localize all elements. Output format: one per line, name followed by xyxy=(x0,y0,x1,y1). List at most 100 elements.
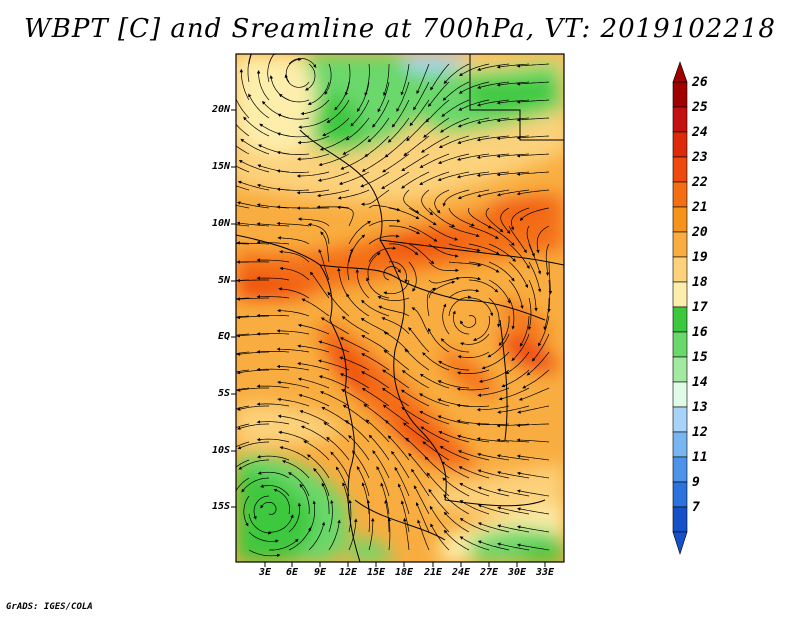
streamline xyxy=(321,482,330,515)
streamline xyxy=(236,369,250,373)
streamline xyxy=(368,234,400,245)
lat-label-eq: EQ xyxy=(217,331,230,342)
streamline xyxy=(496,81,530,87)
streamline xyxy=(516,438,550,443)
streamline xyxy=(441,461,470,479)
colorbar-label: 25 xyxy=(692,100,708,115)
map-frame xyxy=(235,53,565,563)
streamline xyxy=(276,169,310,173)
streamline xyxy=(496,470,530,479)
streamline xyxy=(336,205,354,227)
streamline xyxy=(543,298,550,331)
streamline xyxy=(430,523,450,551)
streamline xyxy=(476,437,510,443)
streamline xyxy=(443,63,470,84)
streamline xyxy=(528,279,538,312)
streamline xyxy=(381,317,410,335)
streamline xyxy=(422,352,450,371)
streamline xyxy=(282,460,310,479)
streamline xyxy=(538,315,550,347)
streamline xyxy=(516,153,550,158)
streamline xyxy=(505,351,530,375)
streamline xyxy=(368,246,397,263)
streamline xyxy=(413,485,430,515)
lat-label-15s: 15S xyxy=(211,501,230,512)
streamline xyxy=(496,63,530,69)
streamline xyxy=(442,303,450,335)
streamline xyxy=(437,153,470,164)
streamline xyxy=(481,351,510,370)
streamline xyxy=(409,99,430,127)
lat-label-10s: 10S xyxy=(211,445,230,456)
streamline xyxy=(298,393,330,407)
streamline xyxy=(236,165,250,173)
streamline xyxy=(401,171,430,189)
streamline xyxy=(236,145,250,155)
streamline xyxy=(348,220,372,245)
streamline xyxy=(477,469,510,479)
streamline xyxy=(348,435,370,461)
streamline xyxy=(508,279,524,310)
colorbar-segment xyxy=(672,456,688,483)
streamline xyxy=(238,459,269,470)
streamline xyxy=(476,117,510,124)
streamline xyxy=(367,117,390,143)
lon-label-30e: 30E xyxy=(507,567,527,578)
streamline xyxy=(477,63,510,72)
streamline xyxy=(279,266,310,281)
streamline xyxy=(307,81,330,106)
streamline xyxy=(368,205,401,212)
lon-label-24e: 24E xyxy=(451,567,471,578)
streamline xyxy=(457,135,490,145)
streamline xyxy=(356,81,370,112)
streamline xyxy=(236,423,250,428)
streamline xyxy=(236,205,250,209)
colorbar-label: 16 xyxy=(692,325,708,340)
streamline xyxy=(477,189,510,198)
streamline xyxy=(324,63,332,95)
colorbar-label: 24 xyxy=(692,125,708,140)
streamline xyxy=(277,308,310,317)
streamline xyxy=(408,327,430,353)
streamline xyxy=(356,465,370,497)
streamline xyxy=(526,225,535,257)
streamline xyxy=(430,63,450,91)
streamline xyxy=(516,99,550,104)
streamline xyxy=(236,333,269,338)
streamline xyxy=(341,316,370,335)
streamline xyxy=(400,389,430,407)
streamline xyxy=(516,171,550,176)
colorbar-segment xyxy=(672,481,688,508)
streamline xyxy=(368,434,390,461)
streamline xyxy=(348,518,358,551)
streamline xyxy=(477,486,510,497)
streamline xyxy=(458,466,490,479)
streamline xyxy=(428,207,456,227)
streamline xyxy=(236,315,269,320)
streamline xyxy=(366,499,371,533)
streamline xyxy=(403,517,410,551)
streamline xyxy=(256,437,290,443)
streamline xyxy=(243,116,270,137)
streamline xyxy=(277,113,310,120)
colorbar-label: 21 xyxy=(692,200,708,215)
streamline xyxy=(318,340,350,353)
streamline xyxy=(511,333,530,361)
streamline xyxy=(476,422,510,427)
streamline xyxy=(498,387,530,401)
streamline xyxy=(376,466,390,497)
streamline xyxy=(276,364,310,371)
streamline xyxy=(360,317,390,335)
streamline xyxy=(367,252,381,281)
streamline xyxy=(427,81,450,107)
streamline xyxy=(476,171,510,177)
streamline xyxy=(257,471,290,479)
streamline xyxy=(401,370,430,389)
streamline xyxy=(459,482,490,497)
streamline xyxy=(237,423,269,430)
streamline xyxy=(488,243,516,262)
streamline xyxy=(382,369,410,389)
streamline xyxy=(236,221,270,227)
streamline xyxy=(440,117,470,133)
streamline xyxy=(508,225,527,254)
